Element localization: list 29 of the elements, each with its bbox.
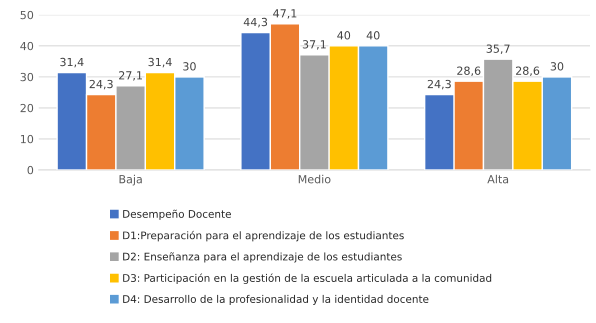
data-label: 24,3 [428,80,451,90]
data-label: 37,1 [302,40,326,50]
y-tick-label: 30 [20,72,34,82]
data-label: 47,1 [273,9,296,19]
data-label: 40 [366,31,380,40]
x-tick-label: Baja [120,174,142,186]
y-tick-label: 0 [28,166,34,174]
legend-label: Desempeño Docente [123,210,231,220]
data-label: 31,4 [148,58,172,68]
data-label: 40 [337,31,350,40]
data-label: 35,7 [486,44,510,54]
data-label: 30 [183,62,196,71]
data-label: 28,6 [516,66,540,76]
legend-label: D2: Enseñanza para el aprendizaje de los estudiantes [123,252,402,263]
data-label: 30 [550,62,564,71]
legend-label: D4: Desarrollo de la profesionalidad y la identidad docente [123,294,428,305]
data-label: 31,4 [60,58,84,68]
legend-label: D3: Participación en la gestión de la escuela articulada a la comunidad [123,273,492,284]
x-tick-label: Alta [487,174,508,184]
data-label: 27,1 [119,71,142,81]
data-label: 24,3 [90,80,113,90]
legend-label: D1:Preparación para el aprendizaje de los estudiantes [123,230,404,242]
x-tick-label: Medio [298,174,330,184]
y-tick-label: 40 [20,42,34,50]
y-tick-label: 20 [20,104,34,112]
y-tick-label: 50 [20,10,34,20]
data-label: 44,3 [244,18,268,28]
data-label: 28,6 [457,66,480,76]
y-tick-label: 10 [20,134,34,144]
